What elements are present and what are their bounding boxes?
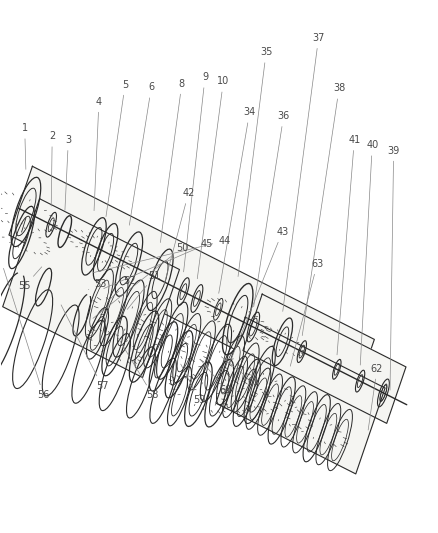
Text: 62: 62 xyxy=(368,364,383,430)
Polygon shape xyxy=(243,294,406,423)
Text: 61: 61 xyxy=(222,357,260,387)
Text: 52: 52 xyxy=(108,277,136,301)
Text: 5: 5 xyxy=(106,80,128,216)
Text: 51: 51 xyxy=(127,271,161,309)
Text: 45: 45 xyxy=(104,239,213,288)
Polygon shape xyxy=(3,199,180,377)
Text: 4: 4 xyxy=(94,96,102,211)
Text: 43: 43 xyxy=(230,227,289,361)
Text: 3: 3 xyxy=(65,135,71,210)
Text: 41: 41 xyxy=(337,135,360,355)
Text: 50: 50 xyxy=(93,243,188,318)
Text: 57: 57 xyxy=(61,305,108,391)
Text: 34: 34 xyxy=(219,107,256,293)
Text: 1: 1 xyxy=(21,123,28,169)
Text: 8: 8 xyxy=(160,79,185,243)
Text: 37: 37 xyxy=(283,33,325,311)
Polygon shape xyxy=(216,317,385,474)
Text: 35: 35 xyxy=(238,47,272,277)
Text: 55: 55 xyxy=(18,267,42,291)
Text: 39: 39 xyxy=(388,146,400,390)
Text: 6: 6 xyxy=(129,82,154,225)
Text: 59: 59 xyxy=(181,364,205,406)
Text: 9: 9 xyxy=(184,72,208,272)
Text: 2: 2 xyxy=(49,131,55,206)
Text: 58: 58 xyxy=(115,333,159,400)
Text: 36: 36 xyxy=(254,111,290,306)
Polygon shape xyxy=(9,166,374,408)
Text: 42: 42 xyxy=(164,188,194,285)
Text: 44: 44 xyxy=(93,236,230,272)
Text: 60: 60 xyxy=(200,359,232,395)
Text: 40: 40 xyxy=(360,140,378,365)
Text: 38: 38 xyxy=(302,83,345,336)
Text: 53: 53 xyxy=(88,279,106,289)
Text: 63: 63 xyxy=(290,259,323,366)
Text: 10: 10 xyxy=(197,77,230,279)
Text: 56: 56 xyxy=(4,268,49,400)
